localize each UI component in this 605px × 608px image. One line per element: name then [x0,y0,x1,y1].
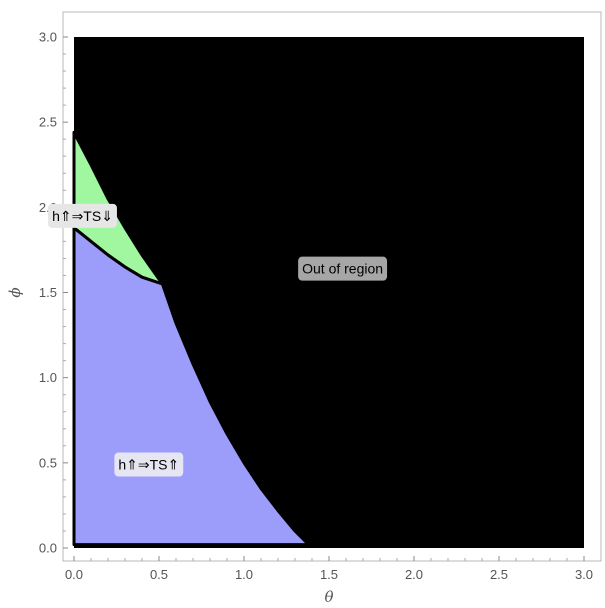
x-tick-label: 1.5 [320,567,338,582]
region-label-1: h⇑⇒TS⇓ [48,203,117,228]
x-tick-label: 2.5 [490,567,508,582]
y-tick-label: 0.0 [39,541,57,556]
region-label-2: h⇑⇒TS⇑ [114,452,184,477]
x-tick-label: 2.0 [405,567,423,582]
x-axis-label: θ [324,588,333,606]
x-tick-label: 0.0 [65,567,83,582]
axis-ticks: 0.0 0.5 1.0 1.5 2.0 2.5 3.00.00.51.01.52.02.53… [39,30,593,583]
y-tick-label: 1.5 [39,285,57,300]
region-label-0: Out of region [298,256,388,281]
region-label-background [298,256,388,281]
region-label-text: h⇑⇒TS⇑ [118,457,179,473]
region-labels: Out of region h⇑⇒TS⇓ h⇑⇒TS⇑ [48,203,388,477]
x-tick-label: 3.0 [575,567,593,582]
region-label-background [114,452,184,477]
region-label-text: h⇑⇒TS⇓ [52,208,113,224]
y-axis-label: ϕ [6,287,24,297]
x-tick-label: 1.0 [235,567,253,582]
region-label-background [48,203,117,228]
y-tick-label: 2.5 [39,115,57,130]
y-tick-label: 0.5 [39,455,57,470]
y-tick-label: 1.0 [39,370,57,385]
x-tick-label: 0.5 [150,567,168,582]
region-label-text: Out of region [302,261,383,277]
frame [62,11,602,562]
y-tick-label: 3.0 [39,30,57,45]
